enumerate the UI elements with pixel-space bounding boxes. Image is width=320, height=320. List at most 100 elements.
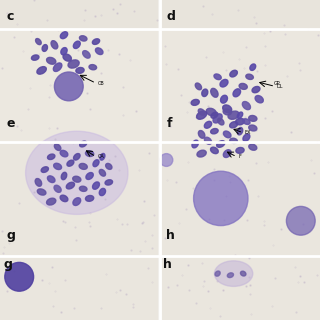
Ellipse shape xyxy=(214,74,221,80)
Ellipse shape xyxy=(73,176,81,182)
Text: GP: GP xyxy=(274,81,280,86)
FancyBboxPatch shape xyxy=(162,256,320,320)
Ellipse shape xyxy=(79,36,87,41)
FancyBboxPatch shape xyxy=(162,0,320,29)
Ellipse shape xyxy=(255,96,263,103)
Ellipse shape xyxy=(206,108,216,116)
Ellipse shape xyxy=(228,111,239,119)
Ellipse shape xyxy=(223,150,231,157)
Ellipse shape xyxy=(93,160,99,167)
Ellipse shape xyxy=(35,179,42,186)
Ellipse shape xyxy=(79,164,87,169)
Ellipse shape xyxy=(214,261,253,286)
Ellipse shape xyxy=(195,83,202,90)
Ellipse shape xyxy=(223,131,231,138)
FancyBboxPatch shape xyxy=(162,142,320,256)
Ellipse shape xyxy=(47,176,55,182)
Ellipse shape xyxy=(74,154,80,160)
Ellipse shape xyxy=(63,54,71,61)
Ellipse shape xyxy=(204,121,212,128)
Ellipse shape xyxy=(37,67,46,74)
Circle shape xyxy=(194,171,248,226)
Ellipse shape xyxy=(61,48,67,55)
Ellipse shape xyxy=(249,116,257,121)
Ellipse shape xyxy=(249,125,257,131)
Ellipse shape xyxy=(86,172,93,180)
Circle shape xyxy=(5,262,34,291)
FancyBboxPatch shape xyxy=(0,142,158,256)
Ellipse shape xyxy=(36,38,41,45)
Ellipse shape xyxy=(67,160,74,166)
Ellipse shape xyxy=(60,195,68,202)
Ellipse shape xyxy=(240,271,246,276)
Ellipse shape xyxy=(246,74,253,79)
Text: DL: DL xyxy=(277,84,283,89)
Ellipse shape xyxy=(218,118,224,125)
Ellipse shape xyxy=(60,32,68,39)
Ellipse shape xyxy=(242,101,251,110)
Ellipse shape xyxy=(66,182,75,189)
FancyBboxPatch shape xyxy=(0,0,158,29)
Ellipse shape xyxy=(46,57,56,64)
Ellipse shape xyxy=(223,109,231,115)
Ellipse shape xyxy=(215,271,220,276)
Ellipse shape xyxy=(99,169,106,176)
Text: c: c xyxy=(6,10,14,23)
Text: d: d xyxy=(166,10,175,23)
Ellipse shape xyxy=(80,141,87,147)
Ellipse shape xyxy=(54,144,61,150)
Ellipse shape xyxy=(85,151,94,156)
Ellipse shape xyxy=(198,109,205,115)
Ellipse shape xyxy=(42,44,47,52)
Ellipse shape xyxy=(73,198,81,205)
Ellipse shape xyxy=(60,150,68,157)
Ellipse shape xyxy=(89,65,97,70)
Ellipse shape xyxy=(79,186,87,191)
Circle shape xyxy=(54,72,83,101)
Text: CB: CB xyxy=(98,81,104,86)
Ellipse shape xyxy=(211,147,218,154)
Ellipse shape xyxy=(198,131,205,138)
Ellipse shape xyxy=(239,84,247,89)
Ellipse shape xyxy=(249,144,257,150)
Ellipse shape xyxy=(191,100,199,105)
Ellipse shape xyxy=(85,196,94,201)
Ellipse shape xyxy=(237,112,243,118)
Ellipse shape xyxy=(213,114,222,123)
Ellipse shape xyxy=(53,63,62,71)
Ellipse shape xyxy=(252,86,260,93)
Ellipse shape xyxy=(100,154,105,160)
Ellipse shape xyxy=(236,118,244,125)
Ellipse shape xyxy=(105,180,113,185)
Ellipse shape xyxy=(230,70,237,77)
Ellipse shape xyxy=(243,134,250,141)
Ellipse shape xyxy=(99,188,106,196)
Ellipse shape xyxy=(192,140,198,148)
FancyBboxPatch shape xyxy=(0,29,158,142)
Text: EX: EX xyxy=(245,131,251,135)
Ellipse shape xyxy=(54,163,61,170)
Ellipse shape xyxy=(37,189,46,195)
Ellipse shape xyxy=(202,89,208,97)
Ellipse shape xyxy=(46,198,56,205)
Ellipse shape xyxy=(211,112,218,118)
Ellipse shape xyxy=(230,122,237,128)
Ellipse shape xyxy=(220,95,228,103)
Text: F: F xyxy=(238,154,241,159)
Ellipse shape xyxy=(197,150,206,157)
Ellipse shape xyxy=(230,138,237,143)
Ellipse shape xyxy=(54,185,61,192)
Ellipse shape xyxy=(26,131,128,214)
Text: f: f xyxy=(166,117,172,130)
Ellipse shape xyxy=(237,127,243,135)
Ellipse shape xyxy=(61,172,67,180)
Circle shape xyxy=(160,154,173,166)
Text: g: g xyxy=(3,258,12,271)
Text: h: h xyxy=(166,229,175,242)
Text: CA: CA xyxy=(98,155,104,159)
Ellipse shape xyxy=(95,48,103,54)
Ellipse shape xyxy=(220,79,228,87)
Ellipse shape xyxy=(211,129,218,134)
Ellipse shape xyxy=(211,88,218,97)
Ellipse shape xyxy=(31,55,39,60)
